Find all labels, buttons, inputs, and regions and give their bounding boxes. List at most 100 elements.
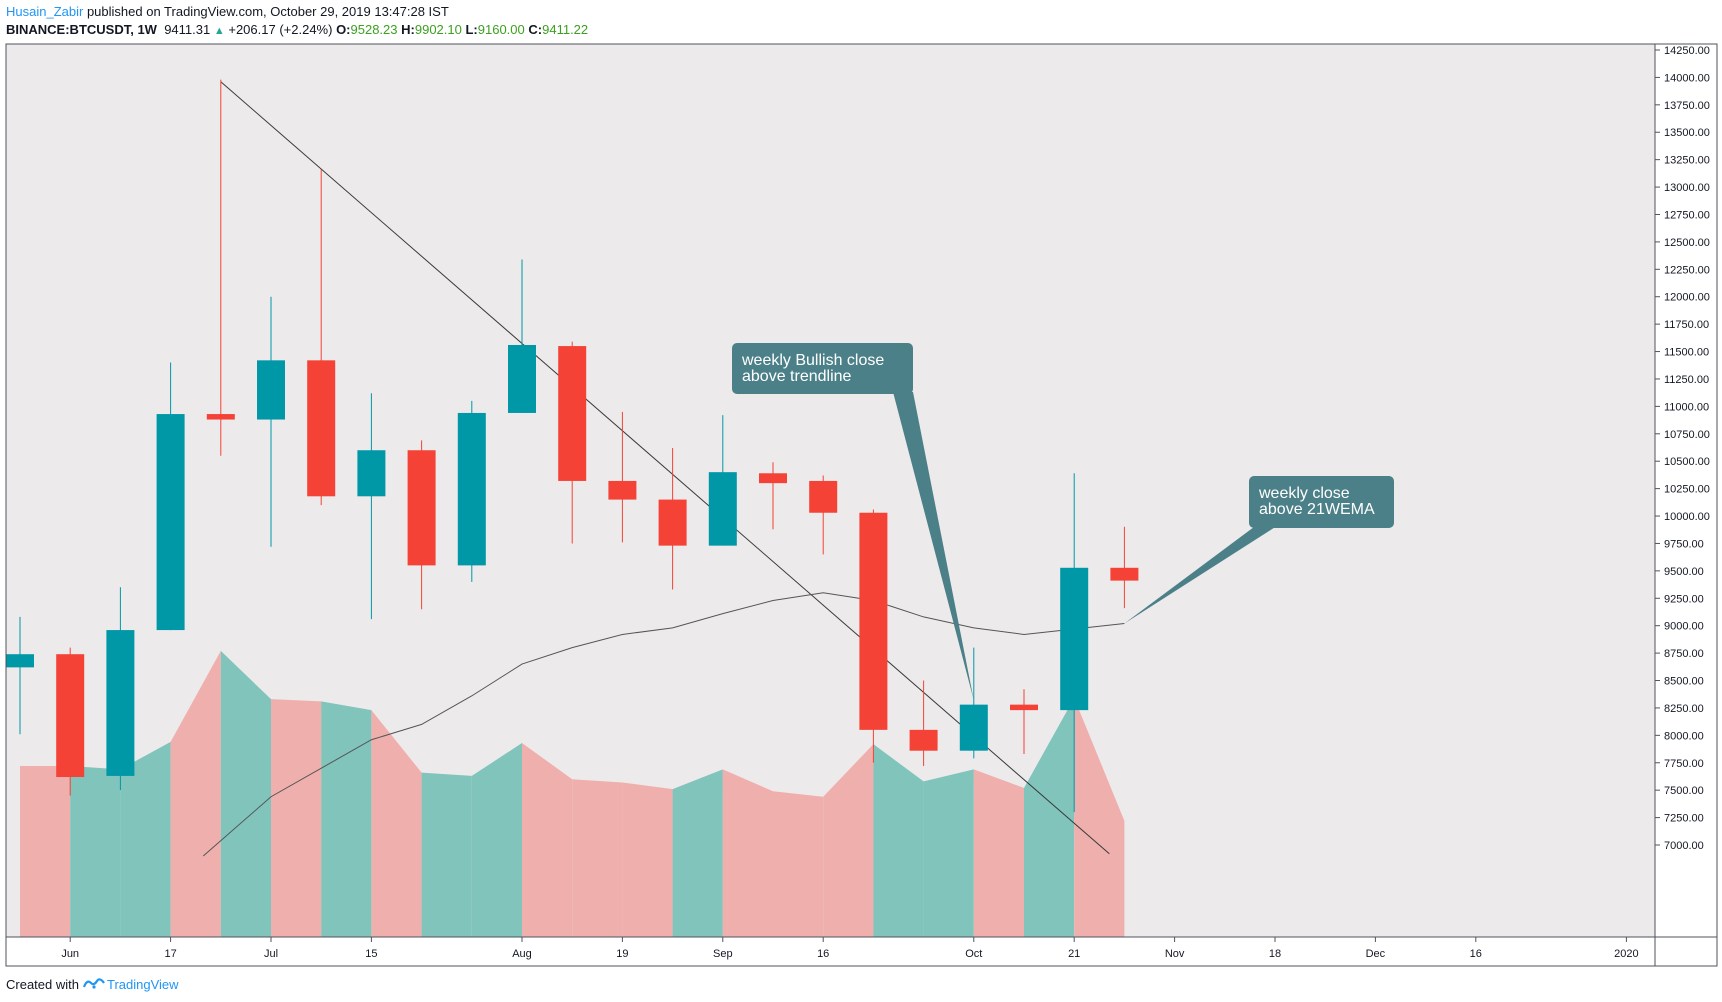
candle-body — [6, 654, 34, 668]
low-value: 9160.00 — [477, 22, 525, 37]
y-tick-label: 8000.00 — [1664, 730, 1704, 742]
y-tick-label: 14000.00 — [1664, 72, 1710, 84]
x-tick-label: 15 — [365, 948, 377, 960]
volume-segment — [20, 766, 71, 937]
volume-segment — [371, 710, 422, 937]
candle-body — [859, 512, 888, 730]
low-label: L: — [465, 22, 478, 37]
volume-segment — [823, 744, 874, 937]
volume-segment — [1074, 698, 1125, 937]
last-price: 9411.31 — [164, 22, 211, 37]
volume-segment — [271, 699, 322, 937]
y-tick-label: 11250.00 — [1664, 374, 1709, 386]
x-tick-label: Nov — [1165, 948, 1185, 960]
y-tick-label: 13250.00 — [1664, 155, 1710, 167]
high-value: 9902.10 — [414, 22, 462, 37]
y-tick-label: 10000.00 — [1664, 511, 1710, 523]
volume-segment — [170, 650, 221, 937]
callout-text: weekly close — [1258, 485, 1350, 502]
chart-frame — [5, 43, 1718, 967]
candle-body — [156, 414, 185, 631]
y-tick-label: 7000.00 — [1664, 840, 1704, 852]
y-tick-label: 13500.00 — [1664, 127, 1710, 139]
y-tick-label: 9750.00 — [1664, 538, 1704, 550]
candles — [6, 79, 1139, 813]
y-tick-label: 12500.00 — [1664, 237, 1710, 249]
ema21-line — [202, 592, 1125, 857]
candle-body — [959, 704, 988, 751]
candle-body — [1110, 567, 1139, 581]
high-label: H: — [401, 22, 415, 37]
y-tick-label: 10250.00 — [1664, 484, 1710, 496]
y-tick-label: 10500.00 — [1664, 456, 1710, 468]
y-tick-label: 11500.00 — [1664, 347, 1709, 359]
y-tick-label: 13000.00 — [1664, 182, 1710, 194]
callout-box — [1249, 476, 1394, 528]
callout-text: above 21WEMA — [1259, 501, 1375, 518]
candle-body — [909, 729, 938, 751]
volume-segment — [120, 741, 171, 937]
x-tick-label: 2020 — [1614, 948, 1638, 960]
open-value: 9528.23 — [350, 22, 398, 37]
x-tick-label: Dec — [1366, 948, 1386, 960]
volume-segment — [1024, 698, 1075, 937]
x-tick-label: 19 — [616, 948, 628, 960]
callout-pointer — [893, 392, 974, 701]
volume-segment — [220, 650, 271, 937]
x-tick-label: Oct — [965, 948, 982, 960]
y-tick-label: 12000.00 — [1664, 292, 1710, 304]
tradingview-logo-icon[interactable] — [82, 977, 105, 992]
publish-line: Husain_Zabir published on TradingView.co… — [6, 4, 449, 20]
candle-body — [1010, 704, 1038, 711]
x-tick-label: 16 — [817, 948, 829, 960]
y-tick-label: 7250.00 — [1664, 813, 1704, 825]
candle-body — [106, 630, 135, 776]
candle-body — [708, 472, 737, 546]
y-tick-label: 7500.00 — [1664, 785, 1704, 797]
candle-body — [257, 360, 285, 420]
y-tick-label: 7750.00 — [1664, 758, 1704, 770]
close-value: 9411.22 — [542, 22, 589, 37]
ohlc-line: BINANCE:BTCUSDT, 1W 9411.31 ▲ +206.17 (+… — [6, 22, 588, 39]
candle-body — [56, 654, 85, 778]
price-change: +206.17 (+2.24%) — [228, 22, 333, 37]
callout-pointer — [1124, 524, 1280, 624]
volume-segment — [471, 743, 522, 937]
candle-body — [759, 473, 787, 484]
candle-body — [608, 480, 637, 500]
author-link[interactable]: Husain_Zabir — [6, 4, 84, 19]
x-tick-label: Jul — [264, 948, 278, 960]
open-label: O: — [336, 22, 351, 37]
volume-segment — [622, 782, 673, 937]
y-tick-label: 9250.00 — [1664, 593, 1704, 605]
volume-segment — [722, 769, 773, 937]
volume-segment — [873, 744, 924, 937]
volume-segment — [572, 779, 623, 937]
y-tick-label: 8250.00 — [1664, 703, 1704, 715]
y-tick-label: 8500.00 — [1664, 676, 1704, 688]
tradingview-brand[interactable]: TradingView — [106, 977, 179, 992]
y-tick-label: 9500.00 — [1664, 566, 1704, 578]
volume-segment — [923, 769, 974, 937]
x-tick-label: Aug — [512, 948, 532, 960]
volume-area — [20, 650, 1125, 937]
volume-segment — [522, 743, 573, 937]
time-axis[interactable]: Jun 17 Jul 15 Aug 19 Sep 16 Oct 21 Nov 18 Dec 16 2020 — [61, 937, 1639, 960]
price-axis[interactable]: 14250.00 14000.00 13750.00 13500.00 13250.00… — [1655, 45, 1710, 852]
candle-body — [658, 499, 687, 546]
footer: Created with TradingView — [6, 977, 179, 992]
y-tick-label: 9000.00 — [1664, 621, 1704, 633]
callout-box — [732, 343, 913, 394]
volume-segment — [773, 791, 824, 937]
x-tick-label: 17 — [164, 948, 176, 960]
y-tick-label: 11000.00 — [1664, 401, 1709, 413]
y-tick-label: 14250.00 — [1664, 45, 1710, 57]
x-tick-label: 16 — [1470, 948, 1482, 960]
x-tick-label: Sep — [713, 948, 733, 960]
volume-segment — [421, 772, 472, 937]
callout-text: weekly Bullish close — [741, 352, 884, 369]
candle-body — [206, 414, 235, 420]
volume-segment — [672, 769, 723, 937]
